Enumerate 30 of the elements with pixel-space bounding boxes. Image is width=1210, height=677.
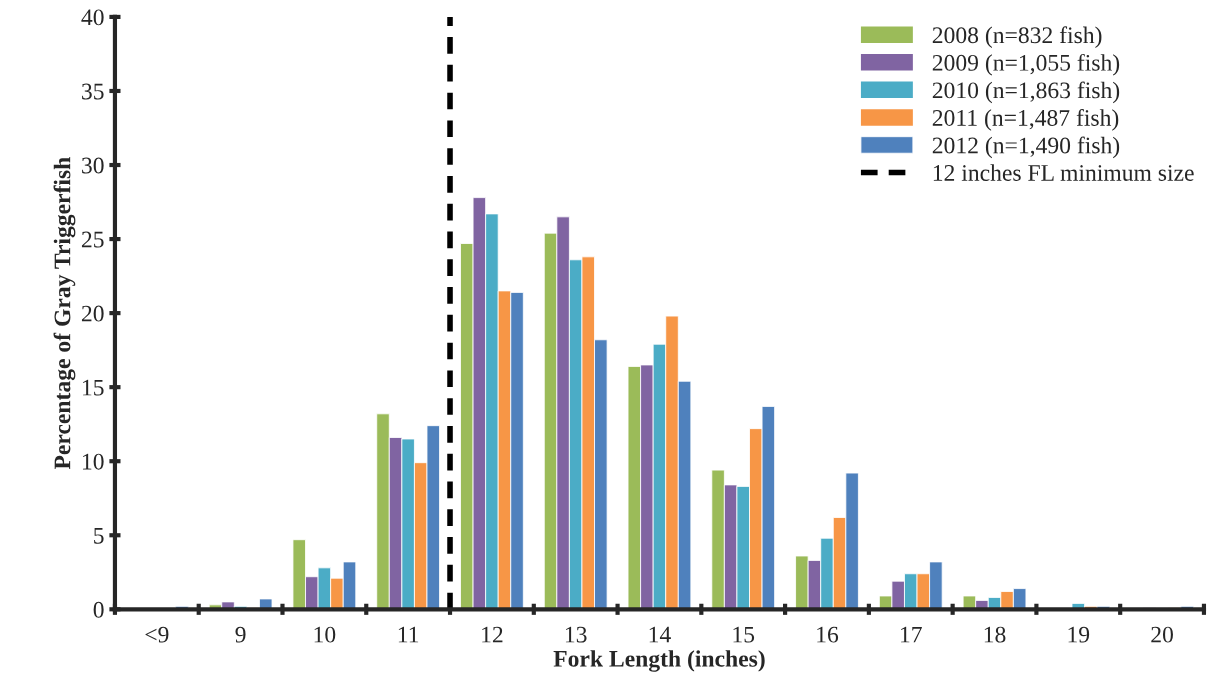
x-tick-label: 17	[901, 626, 922, 643]
x-tick-label: 14	[649, 626, 671, 643]
x-tick-label: 16	[817, 626, 839, 643]
x-tick-label: 9	[235, 626, 246, 643]
x-tick-label: 19	[1068, 626, 1090, 643]
y-tick-label: 30	[82, 157, 104, 174]
x-tick-label: 13	[565, 626, 587, 643]
x-tick-label: 20	[1151, 626, 1173, 643]
y-tick-label: 25	[81, 231, 104, 248]
y-tick-label: 0	[93, 601, 104, 618]
annotation: 12 inches FL minimum size	[933, 164, 1194, 181]
y-tick-label: 20	[81, 305, 104, 322]
y-tick-label: 40	[81, 9, 104, 26]
x-tick-label: <9	[145, 626, 169, 643]
legend-label: 2012 (n=1,490 fish)	[932, 136, 1120, 159]
x-tick-label: 15	[733, 626, 755, 643]
y-axis-title: Percentage of Gray Triggerfish	[53, 157, 76, 470]
y-tick-label: 10	[83, 453, 104, 470]
legend-label: 2009 (n=1,055 fish)	[932, 53, 1120, 76]
legend-label: 2011 (n=1,487 fish)	[932, 109, 1119, 131]
x-tick-label: 11	[398, 626, 419, 643]
y-tick-label: 35	[82, 83, 104, 100]
x-axis-title: Fork Length (inches)	[553, 650, 765, 672]
legend-label: 2010 (n=1,863 fish)	[932, 81, 1120, 104]
y-tick-label: 15	[83, 379, 104, 396]
x-tick-label: 18	[984, 626, 1006, 643]
x-tick-label: 10	[314, 626, 336, 643]
y-tick-label: 5	[94, 527, 104, 544]
x-tick-label: 12	[482, 626, 503, 643]
legend-label: 2008 (n=832 fish)	[932, 26, 1102, 49]
